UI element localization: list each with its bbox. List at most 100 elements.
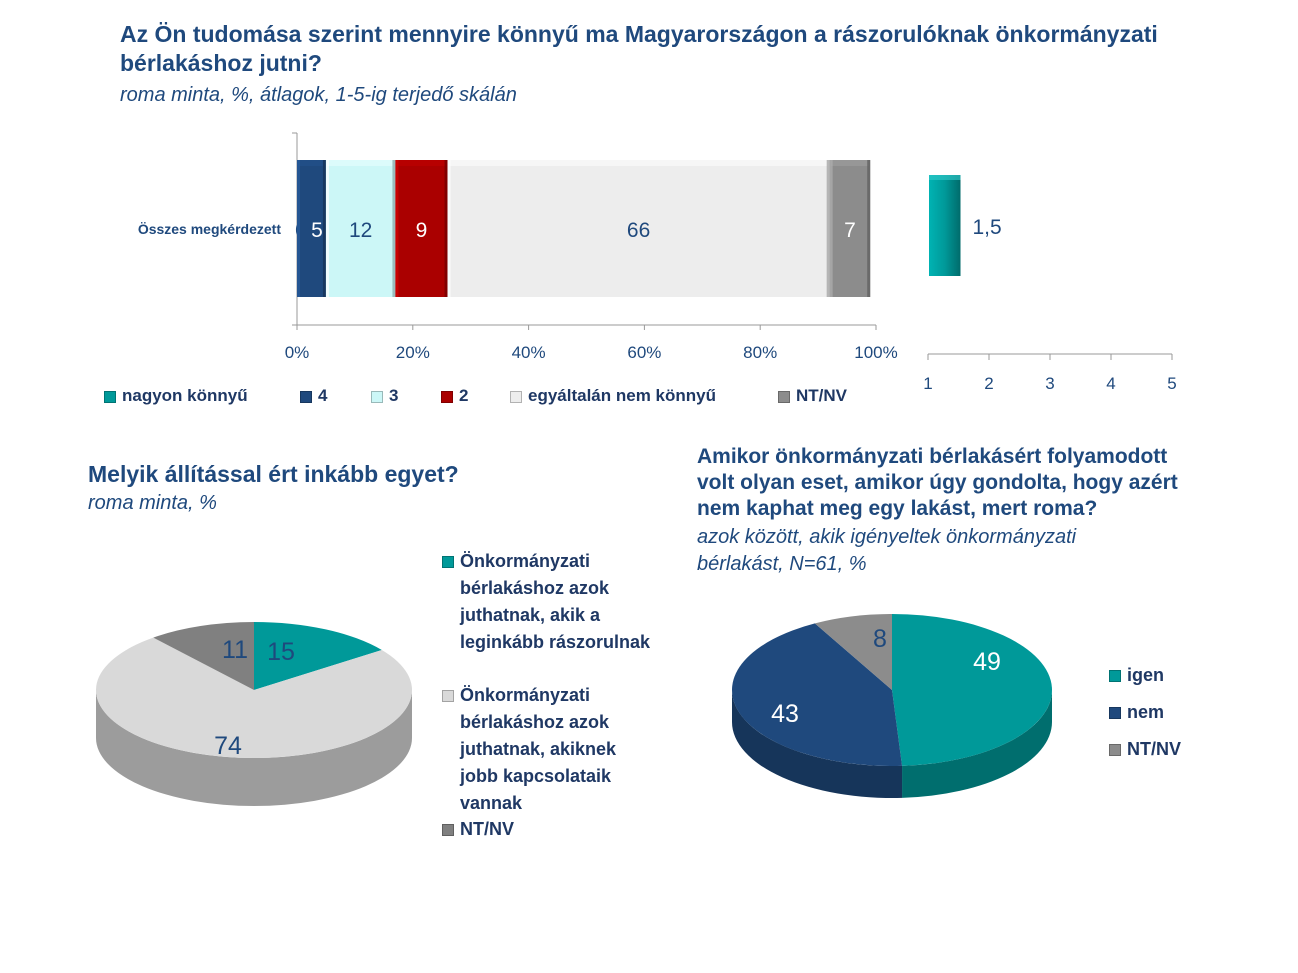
bar-segment-edge [322, 160, 326, 297]
pie-chart-1: 15 74 11 [96, 622, 413, 806]
bar-data-label: 66 [627, 219, 650, 242]
legend-label-line: Önkormányzati [460, 685, 591, 705]
legend-item: 2 [441, 386, 468, 406]
legend-swatch [442, 556, 454, 568]
legend-label-line: leginkább rászorulnak [460, 632, 651, 652]
legend-label-line: Önkormányzati [460, 551, 591, 571]
x-tick-label: 80% [743, 343, 777, 362]
pie-slice-side [96, 690, 412, 806]
bar-data-label: 12 [349, 219, 372, 242]
legend-swatch [1109, 670, 1121, 682]
pie-legend-item: NT/NV [442, 816, 514, 843]
bar-segment [447, 160, 830, 297]
pie-slice-side [902, 690, 1052, 798]
top-title-line2: bérlakáshoz jutni? [120, 50, 322, 76]
legend-item: nagyon könnyű [104, 386, 248, 406]
bar-segment-highlight [326, 160, 395, 166]
legend-label: egyáltalán nem könnyű [528, 386, 716, 405]
bar-segment-edge [826, 160, 830, 297]
legend-label-line: bérlakáshoz azok [460, 578, 610, 598]
pie-data-label: 11 [222, 636, 248, 664]
bar-segment-edge [395, 160, 399, 297]
bar-segment-edge [444, 160, 448, 297]
pie-data-label: 49 [973, 648, 1001, 676]
top-title-line1: Az Ön tudomása szerint mennyire könnyű m… [120, 21, 1158, 47]
bar-segment-edge [829, 160, 833, 297]
bar-segment-edge [867, 160, 871, 297]
legend-label-line: nem [1127, 702, 1165, 722]
mean-bar-chart: 1,5 1 2 3 4 5 [923, 175, 1177, 393]
legend-label: 2 [459, 386, 469, 405]
bar-data-label: 5 [311, 219, 323, 242]
bar-segment-highlight [830, 160, 870, 166]
legend-item: NT/NV [778, 386, 847, 406]
bar-segment-edge [392, 160, 396, 297]
pie-slice [254, 622, 382, 690]
legend-swatch [441, 390, 453, 403]
pie-slice [732, 623, 903, 766]
mean-bar-highlight [929, 175, 961, 180]
legend-swatch [104, 390, 116, 403]
mean-tick-label: 2 [984, 374, 993, 393]
bar-segment-edge [447, 160, 451, 297]
pie2-title-line3: nem kaphat meg egy lakást, mert roma? [697, 497, 1098, 520]
pie2-subtitle: azok között, akik igényeltek önkormányza… [697, 524, 1076, 578]
bar-segment [297, 160, 326, 297]
pie-legend-item: Önkormányzati bérlakáshoz azok juthatnak, … [442, 548, 650, 656]
category-label: Összes megkérdezett [138, 221, 282, 237]
legend-label-line: bérlakáshoz azok [460, 712, 610, 732]
mean-value-label: 1,5 [973, 216, 1002, 239]
mean-tick-label: 5 [1167, 374, 1176, 393]
pie-slice-side [732, 690, 903, 798]
legend-swatch [442, 690, 454, 702]
bar-segment-highlight [396, 160, 447, 166]
legend-swatch [1109, 744, 1121, 756]
pie-slice [153, 622, 254, 690]
legend-swatch [510, 390, 522, 403]
mean-tick-label: 4 [1106, 374, 1115, 393]
pie-legend-item: Önkormányzati bérlakáshoz azok juthatnak, … [442, 682, 616, 817]
bar-segment-edge [325, 160, 329, 297]
legend-label-line: igen [1127, 665, 1165, 685]
pie-data-label: 8 [873, 625, 887, 653]
x-tick-label: 60% [627, 343, 661, 362]
legend-swatch [442, 824, 454, 836]
legend-swatch [371, 390, 383, 403]
pie-legend-item: igen [1109, 662, 1164, 689]
legend-swatch [300, 390, 312, 403]
legend-label-line: juthatnak, akik a [460, 605, 601, 625]
legend-item: egyáltalán nem könnyű [510, 386, 716, 406]
pie1-title: Melyik állítással ért inkább egyet? [88, 461, 459, 487]
pie-legend-item: nem [1109, 699, 1164, 726]
pie2-subtitle-line2: bérlakást, N=61, % [697, 553, 867, 575]
pie-slice [814, 614, 892, 690]
legend-label-line: jobb kapcsolataik [460, 766, 612, 786]
mean-tick-label: 1 [923, 374, 932, 393]
legend-label: nagyon könnyű [122, 386, 248, 405]
legend-label: 4 [318, 386, 328, 405]
bar-segment-highlight [448, 160, 829, 166]
legend-label-line: NT/NV [460, 819, 514, 839]
legend-label-line: NT/NV [1127, 739, 1181, 759]
legend-item: 3 [371, 386, 398, 406]
legend-label-line: vannak [460, 793, 523, 813]
pie-data-label: 15 [267, 638, 295, 666]
pie-slice [892, 614, 1053, 766]
x-tick-label: 0% [285, 343, 310, 362]
bar-segment [395, 160, 448, 297]
pie1-subtitle: roma minta, % [88, 492, 217, 514]
stacked-bar-chart: 0%20%40%60%80%100%Összes megkérdezett051… [138, 132, 898, 362]
pie-data-label: 43 [771, 700, 799, 728]
bar-segment [829, 160, 871, 297]
x-tick-label: 20% [396, 343, 430, 362]
x-tick-label: 40% [512, 343, 546, 362]
legend-item: 4 [300, 386, 327, 406]
pie-chart-2: 49 43 8 [732, 614, 1053, 798]
bar-segment-highlight [298, 160, 325, 166]
pie2-title: Amikor önkormányzati bérlakásért folyamo… [697, 444, 1178, 522]
bar-data-label: 9 [416, 219, 428, 242]
legend-swatch [1109, 707, 1121, 719]
pie2-title-line2: volt olyan eset, amikor úgy gondolta, ho… [697, 471, 1178, 494]
x-tick-label: 100% [854, 343, 897, 362]
